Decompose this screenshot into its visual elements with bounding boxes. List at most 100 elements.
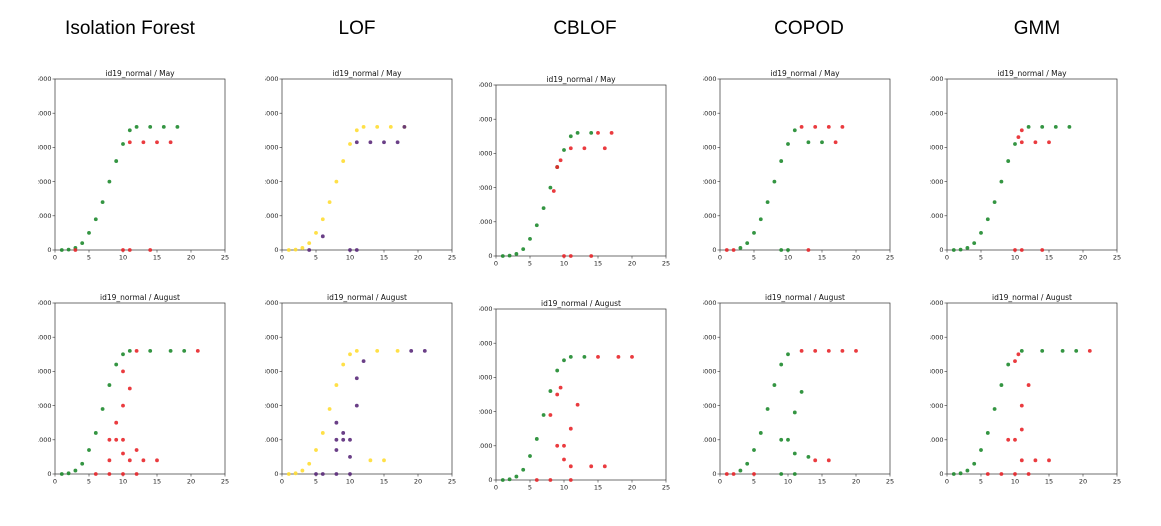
normal-point <box>548 389 553 393</box>
y-tick-label: 3000 <box>479 374 493 382</box>
anomaly-point <box>1033 458 1038 463</box>
series-normal <box>738 128 824 252</box>
normal-point <box>786 437 790 442</box>
normal-point <box>1019 348 1024 353</box>
anomaly-point <box>121 369 125 374</box>
normal-point <box>307 241 312 246</box>
method-title-4: GMM <box>1013 18 1061 39</box>
y-tick-label: 4000 <box>930 333 944 341</box>
anomaly-point <box>833 140 838 145</box>
y-tick-label: 0 <box>47 470 51 478</box>
anomaly-point <box>1026 472 1031 476</box>
y-tick-label: 1000 <box>479 218 493 226</box>
x-tick-label: 10 <box>784 478 792 486</box>
normal-point <box>958 471 963 476</box>
normal-point <box>779 472 784 476</box>
normal-point <box>514 474 519 479</box>
anomaly-point <box>724 248 729 252</box>
normal-point <box>66 471 71 476</box>
anomaly-point <box>395 140 400 145</box>
normal-point <box>348 352 352 357</box>
anomaly-point <box>826 458 831 463</box>
normal-point <box>568 134 573 139</box>
anomaly-point <box>121 403 125 408</box>
normal-point <box>514 252 519 256</box>
normal-point <box>293 247 298 252</box>
scatter-chart: id19_normal / August 0 5 10 15 20 25 0 1000 2000 3… <box>265 293 456 486</box>
y-tick-label: 3000 <box>930 144 944 152</box>
method-title-2: CBLOF <box>553 18 617 39</box>
y-tick-label: 0 <box>488 476 492 484</box>
anomaly-point <box>558 385 563 390</box>
normal-point <box>59 472 64 476</box>
x-tick-label: 0 <box>494 484 498 492</box>
y-tick-label: 2000 <box>479 408 493 416</box>
y-tick-label: 2000 <box>38 178 52 186</box>
x-tick-label: 25 <box>448 254 456 262</box>
y-tick-label: 0 <box>939 246 943 254</box>
normal-point <box>127 128 132 133</box>
normal-point <box>992 407 997 411</box>
x-tick-label: 15 <box>380 478 388 486</box>
x-tick-label: 0 <box>945 478 949 486</box>
anomaly-point <box>107 458 112 463</box>
normal-point <box>555 368 560 373</box>
y-tick-label: 3000 <box>703 144 717 152</box>
panel-title: id19_normal / August <box>992 293 1072 302</box>
plot-frame <box>946 302 1118 475</box>
normal-point <box>307 461 312 466</box>
anomaly-point <box>568 146 573 151</box>
scatter-chart: id19_normal / August 0 5 10 15 20 25 0 1000 2000 3… <box>930 293 1121 486</box>
anomaly-point <box>127 140 132 145</box>
y-tick-label: 0 <box>47 246 51 254</box>
scatter-panel: id19_normal / May 0 5 10 15 20 25 0 1000 2000 3000… <box>930 68 1125 276</box>
anomaly-point <box>121 472 125 476</box>
x-tick-label: 5 <box>528 484 532 492</box>
anomaly-point <box>195 348 200 353</box>
normal-point <box>93 217 98 222</box>
normal-point <box>286 472 291 476</box>
anomaly-point <box>121 248 125 252</box>
y-tick-label: 1000 <box>38 436 52 444</box>
x-tick-label: 20 <box>187 254 195 262</box>
x-tick-label: 15 <box>594 484 602 492</box>
y-tick-label: 0 <box>274 246 278 254</box>
normal-point <box>589 130 594 135</box>
normal-point <box>334 179 339 184</box>
anomaly-point <box>320 472 325 476</box>
normal-point <box>354 128 359 133</box>
anomaly-point <box>534 478 539 482</box>
scatter-panel: id19_normal / August 0 5 10 15 20 25 0 1000 2000 3… <box>479 298 674 506</box>
normal-point <box>799 390 804 394</box>
x-tick-label: 10 <box>346 254 354 262</box>
plot-frame <box>281 78 453 251</box>
anomaly-point <box>555 165 560 169</box>
anomaly-point <box>1047 458 1051 463</box>
y-tick-label: 2000 <box>38 402 52 410</box>
plot-frame <box>495 308 667 481</box>
x-tick-label: 5 <box>87 478 91 486</box>
normal-point <box>562 148 566 152</box>
y-tick-label: 2000 <box>703 178 717 186</box>
anomaly-point <box>307 248 312 252</box>
normal-point <box>107 179 112 184</box>
anomaly-point <box>826 348 831 353</box>
plot-frame <box>719 302 891 475</box>
y-tick-label: 3000 <box>930 368 944 376</box>
normal-point <box>73 468 78 473</box>
normal-point <box>972 461 977 466</box>
normal-point <box>293 471 298 476</box>
x-tick-label: 10 <box>119 254 127 262</box>
y-tick-label: 1000 <box>703 212 717 220</box>
anomaly-point <box>168 140 173 145</box>
normal-point <box>792 451 797 456</box>
normal-point <box>562 358 566 363</box>
anomaly-point <box>551 189 556 193</box>
normal-point <box>1060 348 1065 353</box>
normal-point <box>758 217 763 222</box>
y-tick-label: 4000 <box>38 109 52 117</box>
